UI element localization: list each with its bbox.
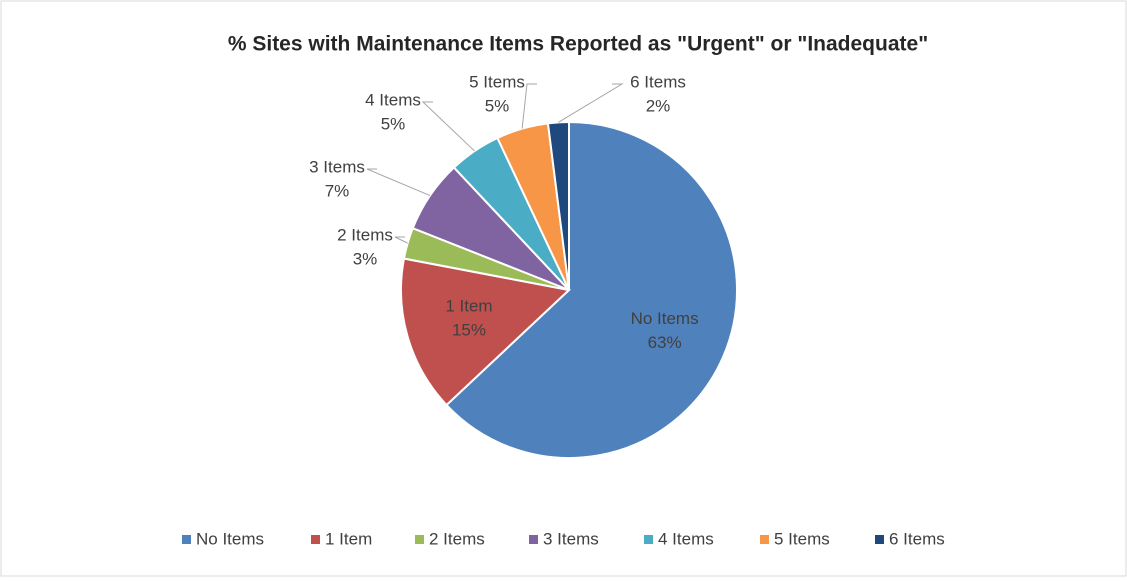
- data-label-name: 3 Items: [309, 157, 365, 176]
- data-label-name: 1 Item: [445, 297, 492, 316]
- legend-label: 3 Items: [543, 529, 599, 548]
- data-label-name: 2 Items: [337, 225, 393, 244]
- legend-marker: [875, 535, 884, 544]
- leader-line: [394, 236, 408, 244]
- data-label-name: 6 Items: [630, 72, 686, 91]
- pie-slice: [400, 257, 572, 407]
- legend-marker: [311, 535, 320, 544]
- legend-marker: [760, 535, 769, 544]
- data-label-value: 7%: [325, 181, 350, 200]
- data-label-value: 5%: [381, 114, 406, 133]
- legend-marker: [182, 535, 191, 544]
- data-label-value: 5%: [485, 96, 510, 115]
- chart-title: % Sites with Maintenance Items Reported …: [228, 33, 928, 56]
- data-label-value: 2%: [646, 96, 671, 115]
- data-label-value: 3%: [353, 249, 378, 268]
- legend-marker: [529, 535, 538, 544]
- pie-slice: [445, 120, 738, 459]
- data-label-value: 15%: [452, 321, 486, 340]
- data-label-name: No Items: [631, 309, 699, 328]
- data-label-name: 4 Items: [365, 90, 421, 109]
- pie-slice: [546, 120, 570, 291]
- legend-label: 4 Items: [658, 529, 714, 548]
- data-label-value: 63%: [648, 333, 682, 352]
- legend-label: 2 Items: [429, 529, 485, 548]
- leader-line: [366, 168, 431, 197]
- legend-label: 1 Item: [325, 529, 372, 548]
- legend-label: 5 Items: [774, 529, 830, 548]
- legend-marker: [644, 535, 653, 544]
- legend-marker: [415, 535, 424, 544]
- legend-label: 6 Items: [889, 529, 945, 548]
- leader-line: [421, 101, 475, 152]
- legend-label: No Items: [196, 529, 264, 548]
- leader-line: [521, 83, 537, 129]
- data-label-name: 5 Items: [469, 72, 525, 91]
- leader-line: [558, 83, 624, 123]
